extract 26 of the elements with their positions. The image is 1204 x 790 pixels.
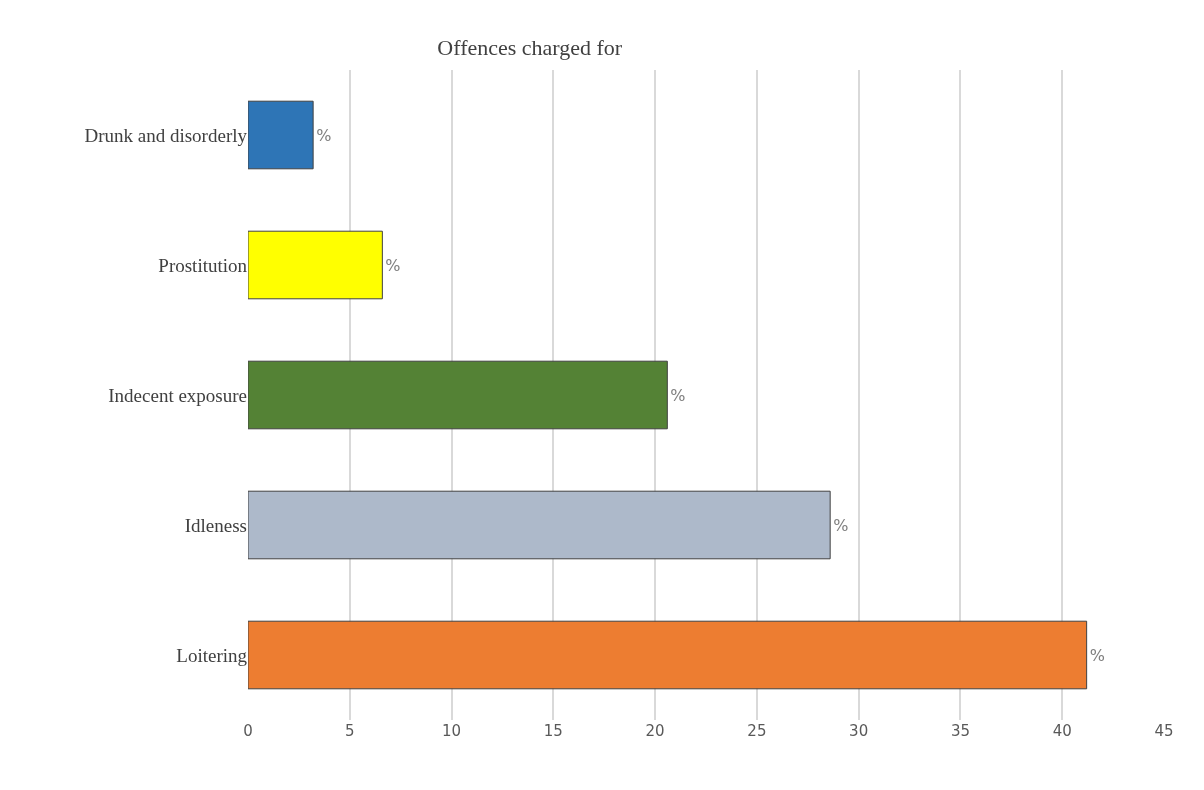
x-tick-label: 35: [950, 722, 970, 740]
bar: [248, 490, 831, 560]
x-tick-label: 10: [442, 722, 462, 740]
bar: [248, 100, 314, 170]
data-label: %: [833, 515, 849, 535]
x-tick-label: 20: [645, 722, 665, 740]
y-tick-label: Drunk and disorderly: [84, 124, 248, 146]
bar: [248, 360, 668, 430]
data-label: %: [670, 385, 686, 405]
x-tick-label: 40: [1052, 722, 1072, 740]
bar: [248, 230, 383, 300]
y-tick-label: Indecent exposure: [108, 384, 247, 406]
chart-title: Offences charged for: [437, 34, 623, 60]
data-label: %: [316, 125, 332, 145]
x-tick-label: 0: [243, 722, 253, 740]
x-tick-label: 25: [747, 722, 767, 740]
x-tick-label: 5: [345, 722, 355, 740]
x-tick-label: 45: [1154, 722, 1174, 740]
data-label: %: [385, 255, 401, 275]
y-tick-label: Idleness: [184, 514, 247, 536]
bar: [248, 620, 1088, 690]
y-tick-label: Prostitution: [158, 254, 248, 276]
x-tick-label: 15: [543, 722, 563, 740]
x-tick-label: 30: [849, 722, 869, 740]
data-label: %: [1089, 645, 1105, 665]
y-tick-label: Loitering: [176, 644, 248, 666]
